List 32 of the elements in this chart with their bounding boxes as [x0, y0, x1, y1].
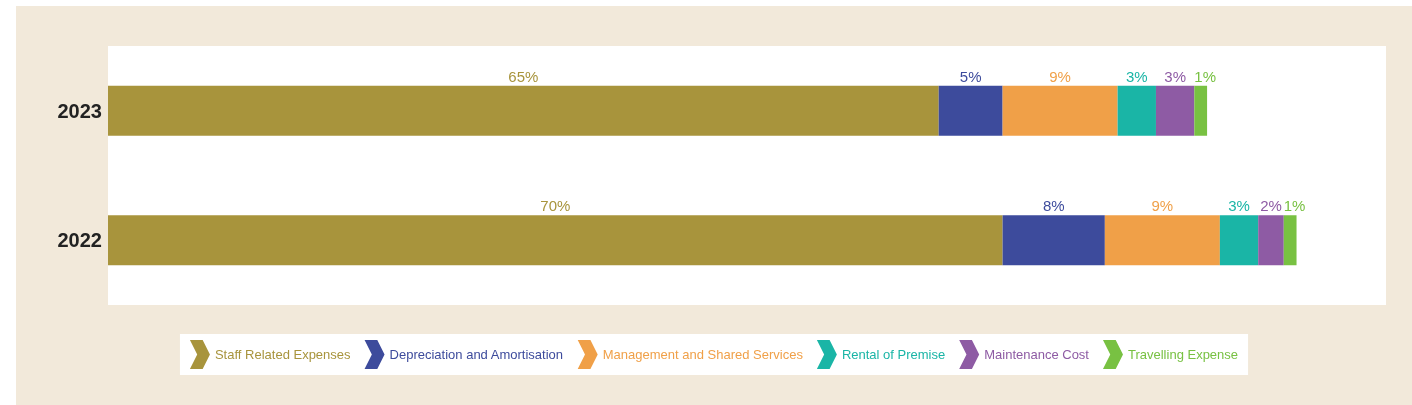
- bar: [1002, 85, 1118, 136]
- legend-label: Maintenance Cost: [984, 346, 1090, 362]
- bar: [1283, 215, 1297, 266]
- data-label: 8%: [1042, 197, 1065, 215]
- data-label: 5%: [959, 67, 982, 85]
- bar: [1117, 85, 1156, 136]
- y-tick-label: 2022: [57, 229, 102, 252]
- data-label: 1%: [1283, 197, 1306, 215]
- bar: [1258, 215, 1284, 266]
- bar: [938, 85, 1003, 136]
- data-label: 9%: [1151, 197, 1174, 215]
- data-label: 3%: [1164, 67, 1186, 85]
- bar: [1002, 215, 1105, 266]
- bar: [1219, 215, 1259, 266]
- legend-label: Travelling Expense: [1127, 346, 1239, 362]
- bar: [108, 215, 1003, 266]
- bar: [1155, 85, 1195, 136]
- legend-label: Depreciation and Amortisation: [389, 346, 563, 362]
- y-tick-label: 2023: [57, 99, 102, 122]
- bar: [1104, 215, 1220, 266]
- legend-label: Staff Related Expenses: [214, 346, 352, 362]
- data-label: 3%: [1125, 67, 1148, 85]
- data-label: 9%: [1049, 67, 1071, 85]
- bar: [1194, 85, 1208, 136]
- bar: [108, 85, 939, 136]
- data-label: 70%: [540, 197, 571, 215]
- data-label: 1%: [1194, 67, 1216, 85]
- data-label: 2%: [1260, 197, 1282, 215]
- legend-label: Rental of Premise: [841, 346, 946, 362]
- data-label: 65%: [508, 67, 539, 85]
- data-label: 3%: [1228, 197, 1250, 215]
- legend-label: Management and Shared Services: [602, 346, 804, 362]
